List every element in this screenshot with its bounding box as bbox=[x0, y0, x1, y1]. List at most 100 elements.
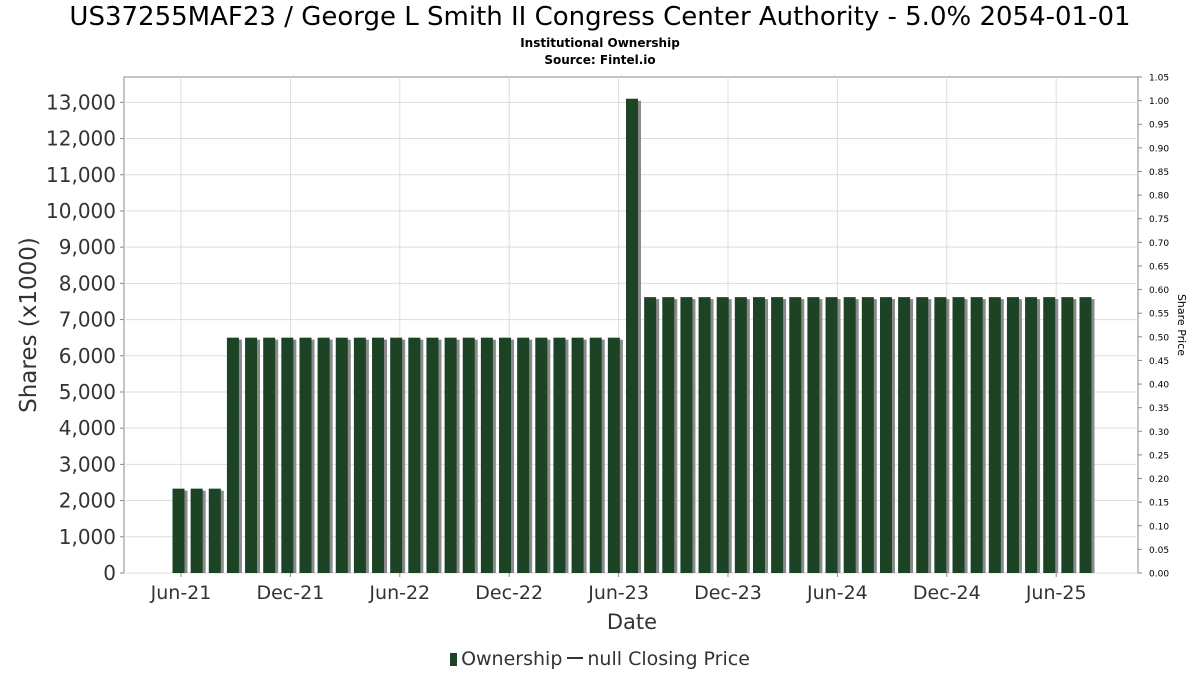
ownership-bar bbox=[462, 337, 475, 573]
ownership-bar bbox=[499, 337, 512, 573]
ownership-bar bbox=[861, 297, 874, 573]
y-tick-label: 10,000 bbox=[46, 199, 116, 223]
y-right-tick-label: 0.45 bbox=[1149, 357, 1169, 367]
y-tick-label: 7,000 bbox=[59, 308, 116, 332]
ownership-bar bbox=[335, 337, 348, 573]
x-tick-label: Jun-25 bbox=[1025, 582, 1087, 604]
ownership-bar bbox=[390, 337, 403, 573]
ownership-bar bbox=[843, 297, 856, 573]
ownership-bar bbox=[589, 337, 602, 573]
y-right-tick-label: 0.85 bbox=[1149, 168, 1169, 178]
ownership-bar bbox=[263, 337, 276, 573]
ownership-bar bbox=[1043, 297, 1056, 573]
ownership-bar bbox=[553, 337, 566, 573]
ownership-bar bbox=[317, 337, 330, 573]
ownership-bar bbox=[752, 297, 765, 573]
chart-title: US37255MAF23 / George L Smith II Congres… bbox=[69, 2, 1131, 32]
legend-closing-price: null Closing Price bbox=[587, 648, 750, 670]
ownership-bar bbox=[952, 297, 965, 573]
y-right-tick-label: 0.65 bbox=[1149, 262, 1169, 272]
ownership-bar bbox=[988, 297, 1001, 573]
y-tick-label: 5,000 bbox=[59, 380, 116, 404]
y-right-tick-label: 0.00 bbox=[1149, 570, 1169, 580]
ownership-bar bbox=[353, 337, 366, 573]
y-tick-label: 3,000 bbox=[59, 452, 116, 476]
ownership-bar bbox=[517, 337, 530, 573]
ownership-legend-swatch bbox=[450, 653, 458, 666]
ownership-bar bbox=[789, 297, 802, 573]
y-right-tick-label: 0.70 bbox=[1149, 239, 1169, 249]
ownership-bar bbox=[571, 337, 584, 573]
x-tick-label: Dec-22 bbox=[475, 582, 543, 604]
y-tick-label: 8,000 bbox=[59, 271, 116, 295]
axes: 0 1,000 2,000 3,000 4,000 5,000 6,000 7,000 8,00… bbox=[46, 74, 1169, 605]
ownership-bar bbox=[281, 337, 294, 573]
x-tick-label: Dec-23 bbox=[694, 582, 762, 604]
chart-subtitle: Institutional Ownership bbox=[520, 36, 680, 50]
legend: Ownership null Closing Price bbox=[0, 648, 1200, 670]
y-right-tick-label: 0.80 bbox=[1149, 192, 1169, 202]
ownership-bar bbox=[444, 337, 457, 573]
y-tick-label: 2,000 bbox=[59, 489, 116, 513]
y-right-tick-label: 0.25 bbox=[1149, 451, 1169, 461]
ownership-bar bbox=[245, 337, 258, 573]
ownership-bar bbox=[607, 337, 620, 573]
y-right-tick-label: 0.35 bbox=[1149, 404, 1169, 414]
ownership-bar bbox=[1061, 297, 1074, 573]
chart-source: Source: Fintel.io bbox=[544, 53, 656, 67]
ownership-bar bbox=[408, 337, 421, 573]
y-tick-label: 4,000 bbox=[59, 416, 116, 440]
ownership-bar bbox=[1079, 297, 1092, 573]
ownership-bar bbox=[934, 297, 947, 573]
ownership-bar bbox=[172, 488, 185, 573]
ownership-bar bbox=[426, 337, 439, 573]
ownership-bar bbox=[680, 297, 693, 573]
x-tick-label: Jun-23 bbox=[587, 582, 649, 604]
ownership-bar bbox=[535, 337, 548, 573]
ownership-bar bbox=[1025, 297, 1038, 573]
y-right-tick-label: 0.30 bbox=[1149, 428, 1169, 438]
ownership-bar bbox=[644, 297, 657, 573]
x-tick-label: Jun-21 bbox=[150, 582, 212, 604]
ownership-bar bbox=[807, 297, 820, 573]
x-tick-label: Jun-22 bbox=[368, 582, 430, 604]
y-axis-label: Shares (x1000) bbox=[16, 237, 42, 413]
ownership-bar bbox=[226, 337, 239, 573]
ownership-bar bbox=[698, 297, 711, 573]
legend-ownership: Ownership bbox=[461, 648, 563, 670]
y-tick-label: 1,000 bbox=[59, 525, 116, 549]
y-right-tick-label: 0.90 bbox=[1149, 144, 1169, 154]
y-right-tick-label: 0.10 bbox=[1149, 522, 1169, 532]
ownership-bar bbox=[771, 297, 784, 573]
ownership-bar bbox=[734, 297, 747, 573]
y-tick-label: 9,000 bbox=[59, 235, 116, 259]
ownership-bar bbox=[480, 337, 493, 573]
y-right-tick-label: 0.95 bbox=[1149, 121, 1169, 131]
bars bbox=[172, 98, 1095, 573]
ownership-bar bbox=[716, 297, 729, 573]
x-tick-label: Dec-21 bbox=[256, 582, 324, 604]
ownership-bar bbox=[1006, 297, 1019, 573]
y-right-tick-label: 0.50 bbox=[1149, 333, 1169, 343]
x-axis-label: Date bbox=[607, 610, 657, 634]
y-right-tick-label: 0.20 bbox=[1149, 475, 1169, 485]
y-right-tick-label: 0.05 bbox=[1149, 546, 1169, 556]
ownership-bar bbox=[208, 488, 221, 573]
closing-price-legend-swatch bbox=[567, 657, 584, 659]
y-right-tick-label: 0.75 bbox=[1149, 215, 1169, 225]
ownership-bar bbox=[898, 297, 911, 573]
y-tick-label: 11,000 bbox=[46, 163, 116, 187]
y-right-tick-label: 0.40 bbox=[1149, 381, 1169, 391]
ownership-bar bbox=[190, 488, 203, 573]
ownership-bar bbox=[970, 297, 983, 573]
ownership-bar bbox=[299, 337, 312, 573]
y-tick-label: 13,000 bbox=[46, 90, 116, 114]
y-right-tick-label: 0.15 bbox=[1149, 499, 1169, 509]
y-right-tick-label: 1.05 bbox=[1149, 74, 1169, 84]
x-tick-label: Dec-24 bbox=[913, 582, 981, 604]
ownership-bar bbox=[662, 297, 675, 573]
y-axis-right-label: Share Price bbox=[1175, 294, 1188, 356]
ownership-bar bbox=[372, 337, 385, 573]
ownership-bar bbox=[879, 297, 892, 573]
